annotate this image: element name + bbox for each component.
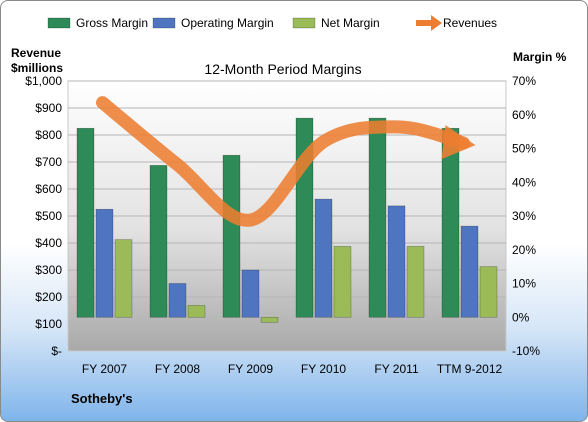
- operating-margin-legend-label: Operating Margin: [181, 16, 274, 30]
- operating-margin-bar: [95, 208, 114, 318]
- right-tick-label: 30%: [512, 209, 536, 223]
- operating-margin-bar: [460, 225, 479, 318]
- operating-margin-legend-swatch: [152, 17, 176, 29]
- left-tick-label: $100: [35, 317, 62, 331]
- gross-margin-legend-swatch: [47, 17, 71, 29]
- category-label: FY 2008: [155, 362, 200, 376]
- net-margin-bar: [187, 305, 206, 318]
- left-tick-label: $900: [35, 101, 62, 115]
- revenues-line: [96, 96, 470, 227]
- revenues-arrowhead: [441, 125, 476, 160]
- gross-margin-bar: [149, 165, 168, 318]
- net-margin-bar: [479, 266, 498, 318]
- net-margin-bar: [406, 246, 425, 318]
- gross-margin-bar: [76, 127, 95, 318]
- category-label: FY 2009: [228, 362, 273, 376]
- left-tick-label: $-: [51, 344, 62, 358]
- left-axis-title-line2: $millions: [11, 61, 63, 75]
- operating-margin-bar: [241, 269, 260, 318]
- net-margin-bar: [114, 239, 133, 318]
- net-margin-legend-label: Net Margin: [321, 16, 380, 30]
- company-name: Sotheby's: [71, 391, 133, 406]
- net-margin-bar: [333, 246, 352, 318]
- category-label: TTM 9-2012: [437, 362, 503, 376]
- right-tick-label: 0%: [512, 310, 530, 324]
- left-axis-title-line1: Revenue: [11, 46, 61, 60]
- category-label: FY 2007: [82, 362, 127, 376]
- left-tick-label: $700: [35, 155, 62, 169]
- left-tick-label: $600: [35, 182, 62, 196]
- gross-margin-legend-label: Gross Margin: [76, 16, 148, 30]
- right-tick-label: 60%: [512, 108, 536, 122]
- left-tick-label: $200: [35, 290, 62, 304]
- left-tick-label: $500: [35, 209, 62, 223]
- right-tick-label: 70%: [512, 74, 536, 88]
- category-label: FY 2011: [374, 362, 419, 376]
- net-margin-legend-swatch: [292, 17, 316, 29]
- chart-title: 12-Month Period Margins: [204, 61, 361, 77]
- gross-margin-bar: [441, 127, 460, 318]
- revenues-legend-arrow: [431, 15, 442, 31]
- gross-margin-bar: [368, 117, 387, 318]
- right-tick-label: 40%: [512, 175, 536, 189]
- left-tick-label: $1,000: [25, 74, 62, 88]
- right-tick-label: 10%: [512, 277, 536, 291]
- operating-margin-bar: [168, 283, 187, 318]
- operating-margin-bar: [314, 198, 333, 318]
- left-tick-label: $300: [35, 263, 62, 277]
- revenues-legend-label: Revenues: [443, 16, 497, 30]
- right-tick-label: 20%: [512, 243, 536, 257]
- operating-margin-bar: [387, 205, 406, 318]
- gross-margin-bar: [222, 154, 241, 318]
- right-axis-title: Margin %: [513, 50, 567, 64]
- right-tick-label: 50%: [512, 142, 536, 156]
- left-tick-label: $800: [35, 128, 62, 142]
- category-label: FY 2010: [301, 362, 346, 376]
- left-tick-label: $400: [35, 236, 62, 250]
- net-margin-bar: [260, 316, 279, 323]
- right-tick-label: -10%: [512, 344, 540, 358]
